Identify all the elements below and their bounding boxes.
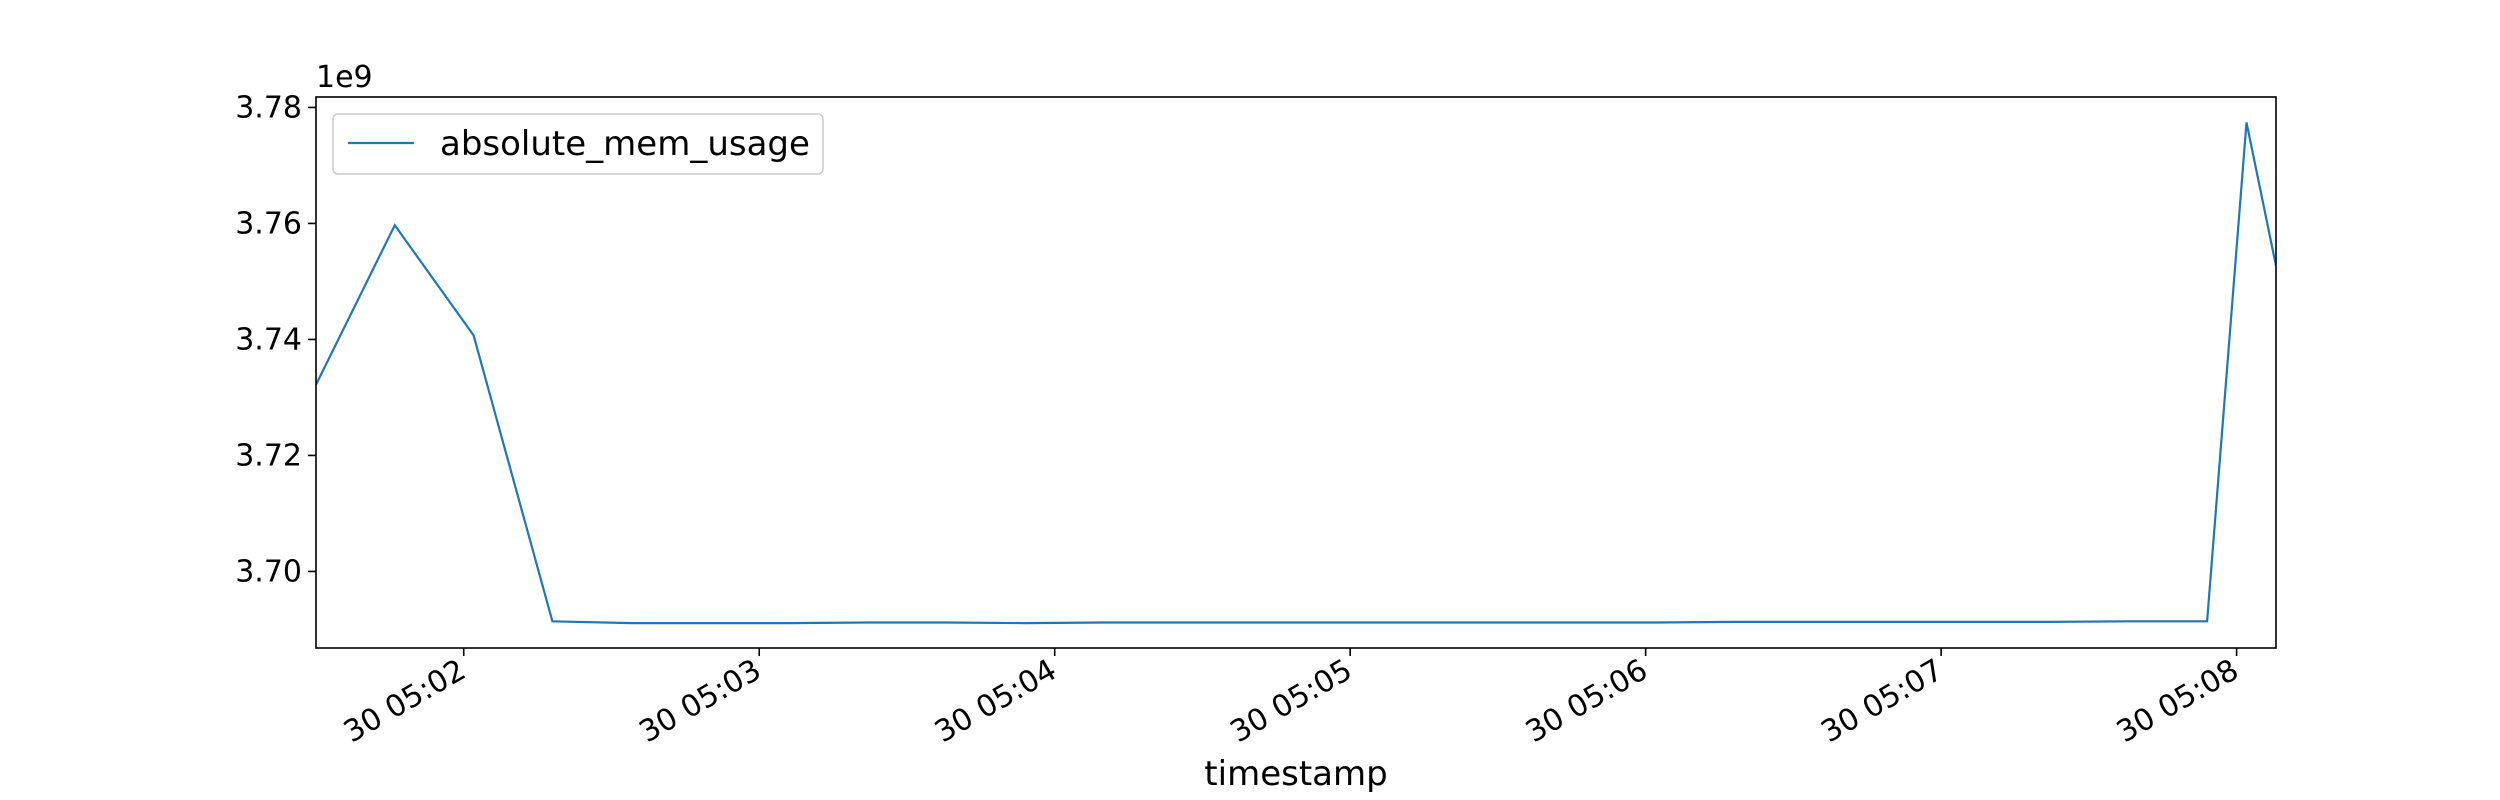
series-line-0 xyxy=(316,122,2276,625)
x-axis-label: timestamp xyxy=(1204,754,1387,794)
legend-box xyxy=(332,113,824,175)
y-tick-label: 3.70 xyxy=(235,554,302,589)
legend-entry-label: absolute_mem_usage xyxy=(440,124,810,164)
series-layer xyxy=(316,122,2276,625)
legend: absolute_mem_usage xyxy=(332,113,824,175)
plot-frame xyxy=(315,96,2277,649)
y-tick-label: 3.74 xyxy=(235,322,302,357)
y-axis: 3.70 3.72 3.74 3.76 3.78 xyxy=(235,90,316,589)
y-tick-label: 3.76 xyxy=(235,206,302,241)
y-axis-scale-label: 1e9 xyxy=(316,60,373,95)
y-tick-label: 3.72 xyxy=(235,438,302,473)
y-tick-label: 3.78 xyxy=(235,90,302,125)
